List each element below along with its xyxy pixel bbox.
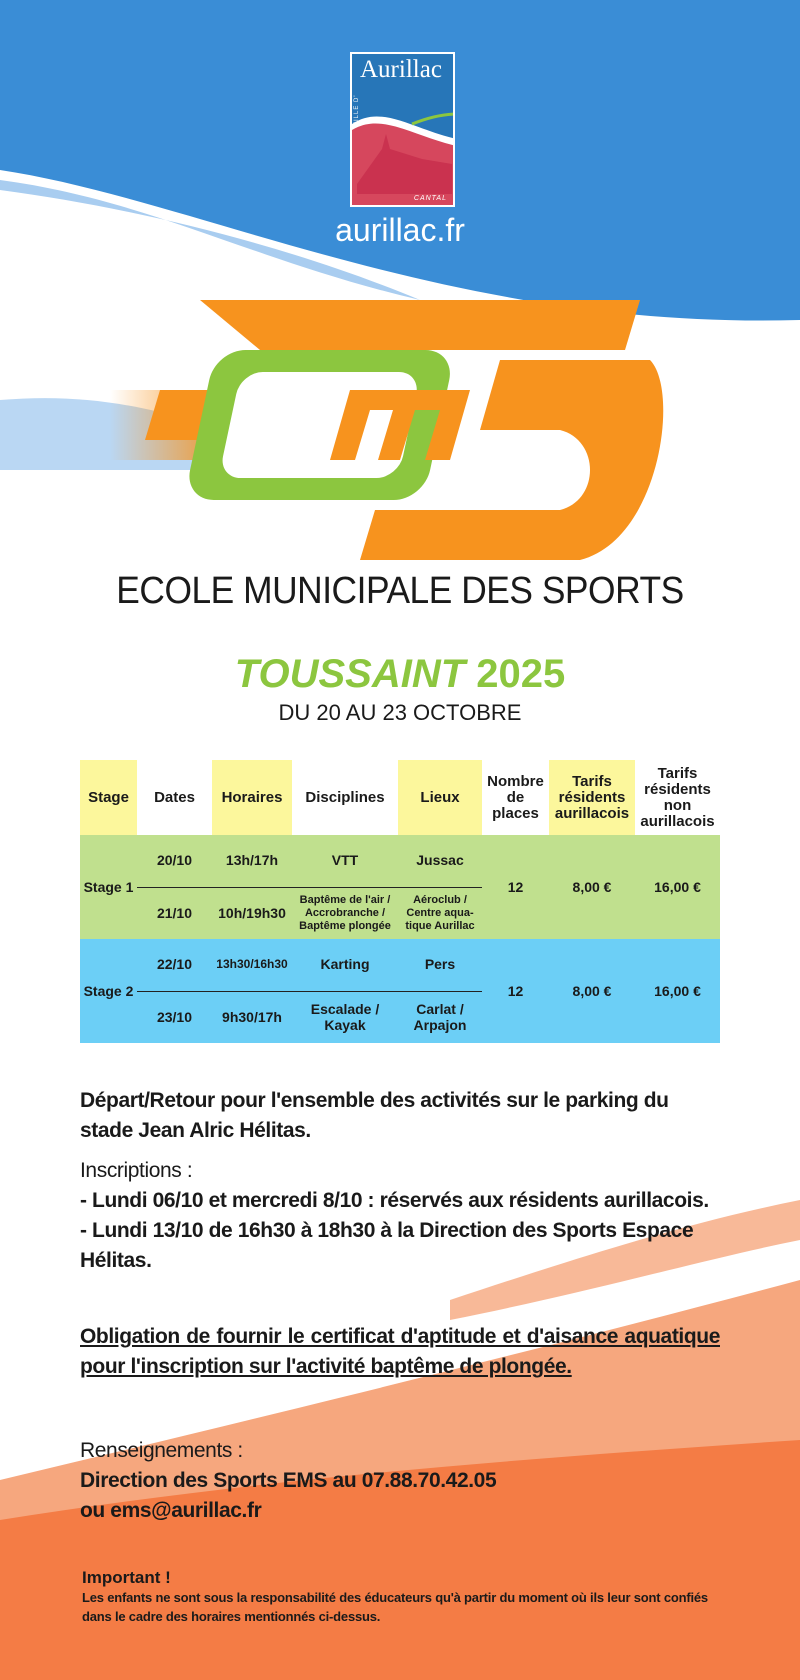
table-row: Stage 2 22/10 13h30/16h30 Karting Pers 1…	[80, 939, 720, 1043]
table-row: 21/10 10h/19h30 Baptême de l'air / Accro…	[80, 887, 720, 939]
contact-email: ou ems@aurillac.fr	[80, 1499, 262, 1522]
aurillac-logo: Aurillac VILLE D' CANTAL	[350, 52, 455, 207]
inscription-item: - Lundi 06/10 et mercredi 8/10 : réservé…	[80, 1189, 709, 1212]
renseignements-block: Renseignements : Direction des Sports EM…	[80, 1436, 720, 1526]
horaires-cell: 9h30/17h	[212, 991, 292, 1043]
important-title: Important !	[82, 1568, 171, 1587]
header-tarif-non-residents: Tarifs résidents non aurillacois	[640, 764, 715, 830]
lieu-cell: Aéroclub / Centre aqua-tique Aurillac	[398, 887, 482, 939]
discipline-cell: Escalade / Kayak	[292, 991, 398, 1043]
date-cell: 21/10	[137, 887, 212, 939]
header-dates: Dates	[154, 788, 195, 806]
discipline-cell: VTT	[292, 835, 398, 888]
depart-info: Départ/Retour pour l'ensemble des activi…	[80, 1089, 669, 1142]
header-tarif-residents: Tarifs résidents aurillacois	[549, 760, 635, 835]
header-disciplines: Disciplines	[305, 788, 385, 806]
lieu-cell: Pers	[398, 939, 482, 992]
tarif-res-cell: 8,00 €	[549, 939, 635, 1043]
ems-logo	[110, 300, 664, 560]
horaires-cell: 10h/19h30	[212, 887, 292, 939]
lieu-cell: Jussac	[398, 835, 482, 888]
places-cell: 12	[482, 835, 549, 939]
horaires-cell: 13h30/16h30	[212, 939, 292, 992]
important-text: Les enfants ne sont sous la responsabili…	[82, 1590, 708, 1624]
website-link[interactable]: aurillac.fr	[335, 212, 465, 248]
places-cell: 12	[482, 939, 549, 1043]
discipline-cell: Karting	[292, 939, 398, 992]
tarif-non-res-cell: 16,00 €	[635, 835, 720, 939]
inscription-item: - Lundi 13/10 de 16h30 à 18h30 à la Dire…	[80, 1219, 694, 1272]
season-name: TOUSSAINT	[234, 652, 466, 696]
season-title: TOUSSAINT 2025	[0, 652, 800, 697]
discipline-cell: Baptême de l'air / Accrobranche / Baptêm…	[292, 887, 398, 939]
inscriptions-title: Inscriptions :	[80, 1159, 193, 1182]
header-places: Nombre de places	[487, 772, 544, 822]
renseignements-title: Renseignements :	[80, 1439, 243, 1462]
lieu-cell: Carlat / Arpajon	[398, 991, 482, 1043]
tarif-non-res-cell: 16,00 €	[635, 939, 720, 1043]
obligation-notice: Obligation de fournir le certificat d'ap…	[80, 1325, 720, 1378]
tarif-res-cell: 8,00 €	[549, 835, 635, 939]
important-notice: Important ! Les enfants ne sont sous la …	[82, 1568, 722, 1626]
table-row: Stage 1 20/10 13h/17h VTT Jussac 12 8,00…	[80, 835, 720, 939]
horaires-cell: 13h/17h	[212, 835, 292, 888]
date-cell: 22/10	[137, 939, 212, 992]
date-range: DU 20 AU 23 OCTOBRE	[278, 700, 522, 725]
season-year: 2025	[476, 652, 566, 696]
date-cell: 20/10	[137, 835, 212, 888]
page-title: ECOLE MUNICIPALE DES SPORTS	[116, 570, 684, 612]
table-row: 23/10 9h30/17h Escalade / Kayak Carlat /…	[80, 991, 720, 1043]
header-stage: Stage	[80, 760, 137, 835]
header-horaires: Horaires	[212, 760, 292, 835]
table-header: Stage Dates Horaires Disciplines Lieux N…	[80, 760, 720, 835]
inscriptions-block: Inscriptions : - Lundi 06/10 et mercredi…	[80, 1156, 720, 1276]
stage-name: Stage 1	[80, 835, 137, 939]
date-cell: 23/10	[137, 991, 212, 1043]
header-lieux: Lieux	[398, 760, 482, 835]
schedule-table: Stage Dates Horaires Disciplines Lieux N…	[80, 760, 720, 1043]
contact-phone: Direction des Sports EMS au 07.88.70.42.…	[80, 1469, 497, 1492]
stage-name: Stage 2	[80, 939, 137, 1043]
